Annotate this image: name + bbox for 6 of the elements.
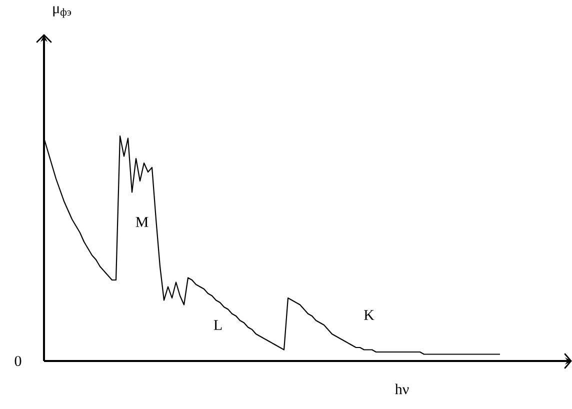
text: 0 [14,356,22,366]
annotation: L [214,320,222,330]
text: μ$_{фэ}$ [53,6,72,18]
x-axis-title: hν [395,384,409,394]
annotation: K [364,310,374,320]
annotation: M [136,217,148,227]
